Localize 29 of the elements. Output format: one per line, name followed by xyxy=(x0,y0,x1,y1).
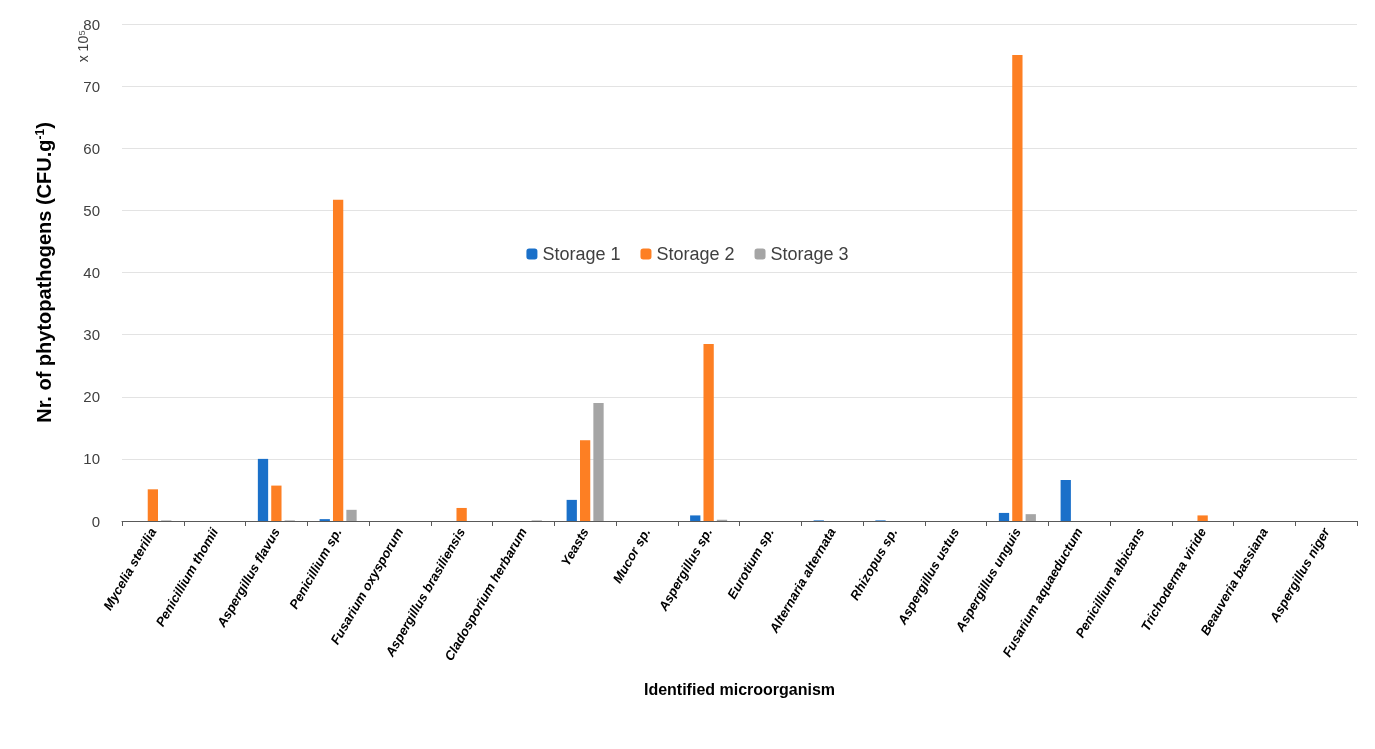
bar xyxy=(257,458,269,521)
bar xyxy=(690,515,701,521)
bar xyxy=(998,512,1010,521)
y-tick-label: 40 xyxy=(83,264,100,281)
bar xyxy=(1060,480,1071,521)
bar xyxy=(579,440,591,521)
bar xyxy=(456,507,467,521)
bar xyxy=(346,509,357,521)
y-tick-label: 10 xyxy=(83,450,100,468)
bar xyxy=(1012,55,1023,521)
legend-label: Storage 2 xyxy=(656,244,735,264)
y-tick-label: 20 xyxy=(83,388,100,406)
legend-label: Storage 3 xyxy=(770,244,849,264)
y-tick-label: 30 xyxy=(83,326,100,344)
legend-label: Storage 1 xyxy=(542,244,621,264)
y-tick-label: 70 xyxy=(83,77,100,95)
bar xyxy=(1197,515,1208,521)
y-tick-label: 50 xyxy=(83,201,100,219)
text: x 10⁵ xyxy=(75,30,91,63)
y-tick-label: 60 xyxy=(83,139,100,157)
bar xyxy=(703,343,714,521)
bar xyxy=(271,485,282,521)
bar xyxy=(1025,514,1036,521)
bar xyxy=(147,489,159,521)
y-tick-label: 0 xyxy=(91,512,100,530)
x-axis-title: Identified microorganism xyxy=(643,680,836,698)
bar xyxy=(332,199,344,521)
bar xyxy=(593,402,604,521)
bar xyxy=(566,499,577,521)
